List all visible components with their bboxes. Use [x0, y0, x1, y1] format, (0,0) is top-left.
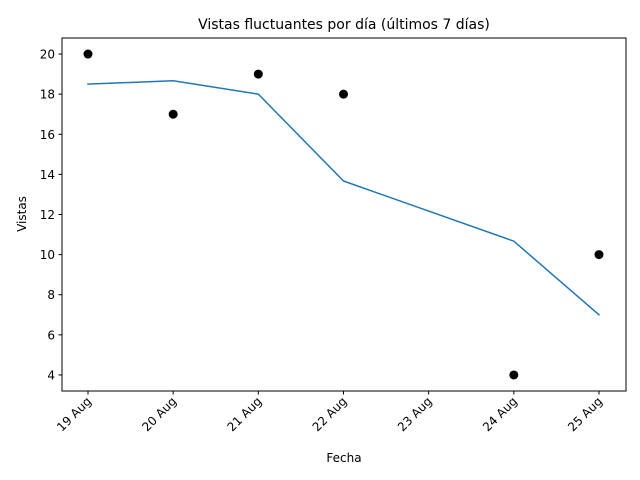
plot-frame [61, 37, 627, 392]
x-tick-label: 24 Aug [480, 394, 520, 434]
y-axis-label: Vistas [15, 196, 29, 232]
data-point [253, 69, 263, 79]
data-point [509, 370, 519, 380]
y-tick-label: 4 [47, 368, 55, 382]
x-tick-label: 25 Aug [565, 394, 605, 434]
y-tick-label: 10 [40, 248, 55, 262]
y-tick-label: 14 [40, 168, 55, 182]
y-tick-label: 6 [47, 328, 55, 342]
data-point [168, 109, 178, 119]
series-layer [83, 49, 604, 380]
y-tick-label: 8 [47, 288, 55, 302]
y-tick-label: 18 [40, 88, 55, 102]
x-tick-label: 23 Aug [395, 394, 435, 434]
y-tick-label: 16 [40, 128, 55, 142]
data-point [594, 250, 604, 260]
x-tick-label: 21 Aug [224, 394, 264, 434]
x-tick-label: 20 Aug [139, 394, 179, 434]
x-tick-label: 22 Aug [310, 394, 350, 434]
y-axis: 4 6 8 10 12 14 16 18 20 [40, 48, 62, 382]
x-axis-label: Fecha [326, 451, 361, 465]
data-point [339, 89, 348, 99]
trend-line [87, 79, 601, 316]
data-point [83, 49, 93, 59]
x-axis: 19 Aug 20 Aug 21 Aug 22 Aug 23 Aug 24 Aug 25 A… [54, 391, 605, 434]
y-tick-label: 12 [40, 208, 55, 222]
x-tick-label: 19 Aug [54, 394, 94, 434]
chart-title: Vistas fluctuantes por día (últimos 7 dí… [198, 17, 490, 33]
y-tick-label: 20 [40, 48, 55, 62]
